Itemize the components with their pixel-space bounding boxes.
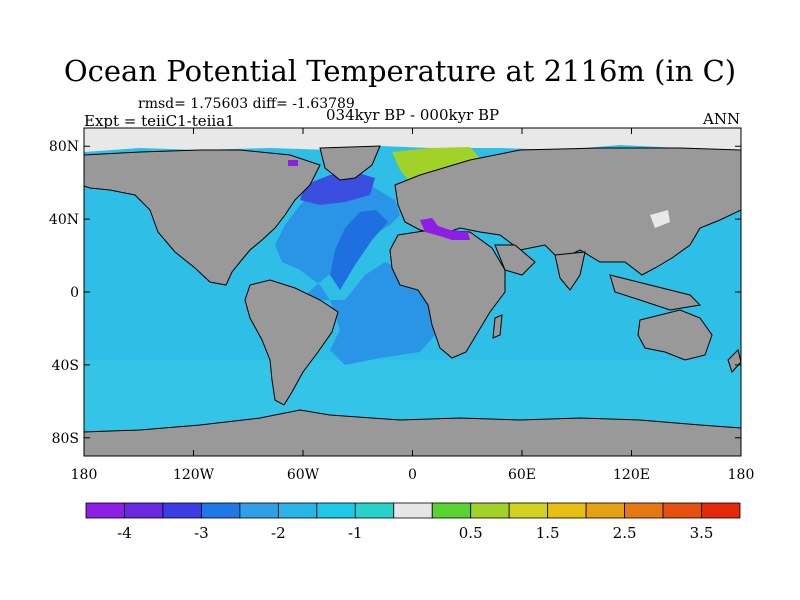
colorbar-label: -3 bbox=[194, 524, 209, 542]
land-australia bbox=[637, 309, 713, 361]
x-tick-label: 180 bbox=[728, 467, 755, 483]
colorbar-label: 3.5 bbox=[690, 524, 714, 542]
colorbar-box bbox=[354, 502, 395, 519]
land-masses bbox=[84, 145, 741, 456]
colorbar-box bbox=[431, 502, 472, 519]
x-axis: 180 120W 60W 0 60E 120E 180 bbox=[71, 128, 755, 483]
colorbar-label: 1.5 bbox=[536, 524, 560, 542]
colorbar-box bbox=[393, 502, 433, 519]
x-tick-label: 120E bbox=[613, 467, 650, 483]
southern-ocean-field bbox=[84, 360, 741, 430]
colorbar-label: 0.5 bbox=[459, 524, 483, 542]
land-india bbox=[554, 251, 586, 291]
arctic-missing-region bbox=[84, 128, 741, 152]
colorbar-box bbox=[277, 502, 318, 519]
colorbar-box bbox=[585, 502, 625, 519]
japan-sea-missing bbox=[650, 210, 670, 228]
colorbar-box bbox=[508, 502, 549, 519]
land-greenland bbox=[319, 145, 381, 181]
y-tick-label: 80S bbox=[52, 431, 79, 447]
x-tick-label: 180 bbox=[71, 467, 98, 483]
land-south-america bbox=[244, 279, 339, 406]
experiment-label: Expt = teiiC1-teiia1 bbox=[84, 112, 235, 130]
land-maritime-asia bbox=[609, 274, 702, 311]
colorbar-box bbox=[239, 502, 279, 519]
land-new-zealand bbox=[727, 349, 741, 373]
y-tick-label: 0 bbox=[70, 285, 79, 301]
y-tick-label: 40S bbox=[52, 358, 79, 374]
land-antarctica bbox=[84, 409, 741, 456]
period-label: 034kyr BP - 000kyr BP bbox=[326, 106, 500, 124]
north-atlantic-cold-anomaly bbox=[300, 172, 375, 205]
y-axis: 80N 40N 0 40S 80S bbox=[49, 139, 741, 447]
stats-line: rmsd= 1.75603 diff= -1.63789 bbox=[138, 96, 355, 112]
colorbar-box bbox=[201, 502, 241, 519]
colorbar-labels: -4 -3 -2 -1 0.5 1.5 2.5 3.5 bbox=[117, 524, 713, 542]
colorbar-box bbox=[547, 502, 587, 519]
land-north-america bbox=[84, 149, 321, 286]
map-title: Ocean Potential Temperature at 2116m (in… bbox=[63, 54, 737, 88]
x-tick-label: 60W bbox=[287, 467, 320, 483]
colorbar-box bbox=[701, 502, 741, 519]
colorbar-box bbox=[124, 502, 164, 519]
colorbar-label: 2.5 bbox=[613, 524, 637, 542]
colorbar-label: -1 bbox=[348, 524, 363, 542]
map-body bbox=[84, 128, 741, 456]
colorbar-box bbox=[316, 502, 356, 519]
atlantic-cold-anomaly bbox=[275, 178, 435, 365]
y-tick-label: 40N bbox=[49, 212, 79, 228]
y-tick-label: 80N bbox=[49, 139, 79, 155]
colorbar bbox=[85, 502, 741, 519]
colorbar-label: -2 bbox=[271, 524, 286, 542]
nordic-seas-warm-anomaly bbox=[392, 147, 480, 182]
colorbar-box bbox=[85, 502, 125, 519]
colorbar-box bbox=[662, 502, 702, 519]
land-arabia bbox=[494, 244, 536, 276]
colorbar-label: -4 bbox=[117, 524, 132, 542]
colorbar-box bbox=[624, 502, 664, 519]
land-africa bbox=[389, 229, 506, 359]
colorbar-box bbox=[162, 502, 202, 519]
x-tick-label: 0 bbox=[408, 467, 417, 483]
colorbar-box bbox=[470, 502, 510, 519]
hudson-bay-cold-spot bbox=[288, 160, 298, 166]
season-label: ANN bbox=[703, 110, 741, 128]
x-tick-label: 120W bbox=[173, 467, 215, 483]
x-tick-label: 60E bbox=[508, 467, 536, 483]
atlantic-deep-anomaly bbox=[330, 210, 388, 290]
mediterranean-cold-anomaly bbox=[420, 218, 470, 240]
land-madagascar bbox=[492, 314, 503, 339]
